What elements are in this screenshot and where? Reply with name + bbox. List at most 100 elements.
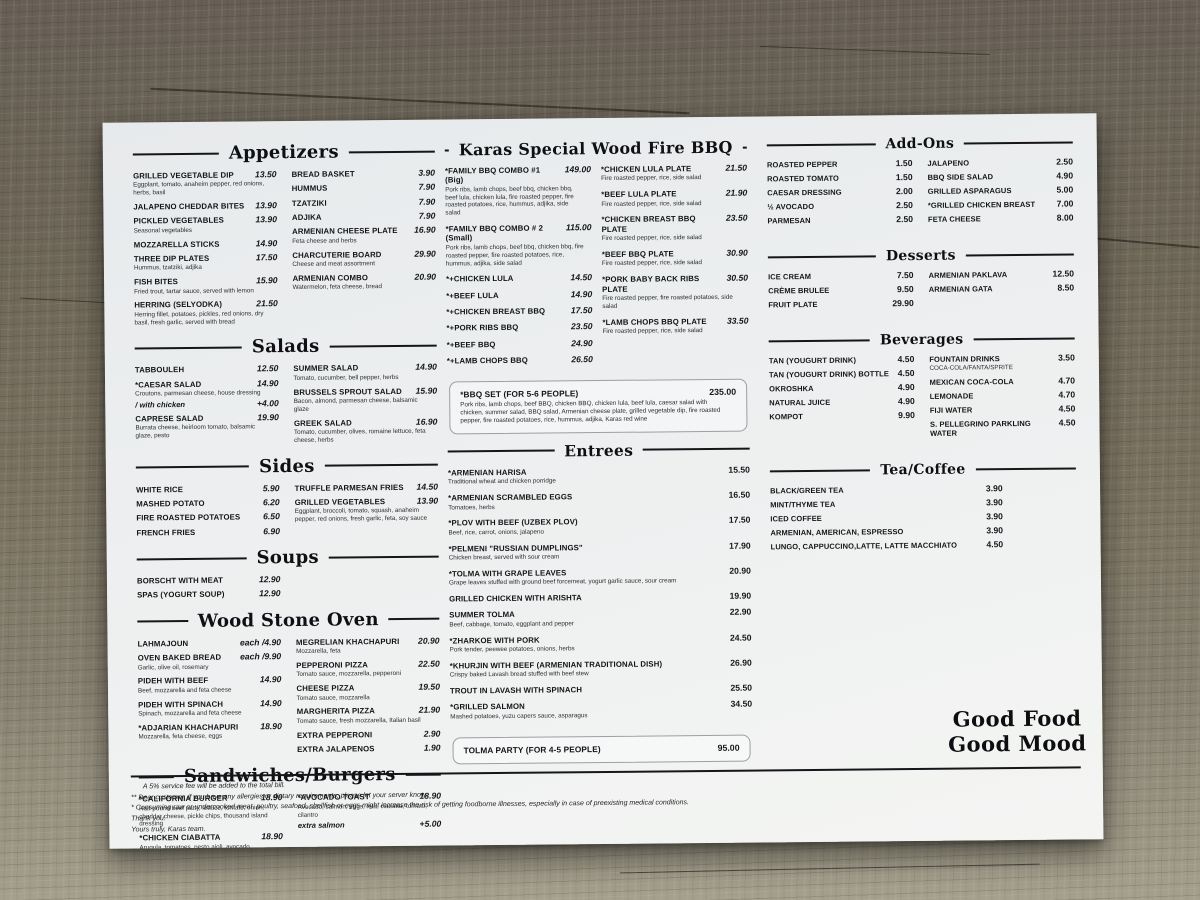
section-desserts: Desserts ICE CREAM 7.50 CRÈME BRULEE 9.50 FRU… bbox=[767, 246, 1075, 313]
item-price: each /9.90 bbox=[240, 651, 282, 662]
menu-item-row: ARMENIAN, AMERICAN, ESPRESSO 3.90 bbox=[770, 525, 1003, 537]
header-rule bbox=[447, 449, 555, 453]
menu-item-row: *BEEF LULA PLATE 21.90 bbox=[601, 188, 747, 200]
section-header: Salads bbox=[134, 335, 437, 359]
section-title: Add-Ons bbox=[885, 135, 955, 153]
section-title: Beverages bbox=[879, 331, 964, 349]
item-price: 21.50 bbox=[256, 298, 278, 309]
footer-notes: A 5% service fee will be added to the to… bbox=[130, 766, 1082, 837]
item-price: 2.90 bbox=[423, 728, 441, 739]
item-name: TAN (YOUGURT DRINK) bbox=[768, 355, 857, 366]
section-column: TRUFFLE PARMESAN FRIES 14.50 GRILLED VEGET… bbox=[295, 481, 439, 528]
menu-item: KOMPOT 9.90 bbox=[769, 410, 915, 421]
menu-item: *KHURJIN WITH BEEF (ARMENIAN TRADITIONAL… bbox=[450, 657, 752, 679]
menu-item-row: BRUSSELS SPROUT SALAD 15.90 bbox=[294, 385, 438, 397]
item-description: Burrata cheese, heirloom tomato, balsami… bbox=[135, 423, 256, 440]
item-price: 115.00 bbox=[565, 222, 592, 233]
item-price: 9.90 bbox=[898, 410, 915, 421]
item-name: GRILLED CHICKEN WITH ARISHTA bbox=[449, 593, 582, 604]
menu-item: *GRILLED CHICKEN BREAST 7.00 bbox=[928, 198, 1074, 209]
bbq-set-box: *BBQ SET (FOR 5-6 PEOPLE) 235.00 Pork ribs… bbox=[449, 379, 748, 435]
item-price: 5.00 bbox=[1056, 184, 1074, 195]
header-rule bbox=[136, 557, 247, 561]
item-name: GRILLED VEGETABLE DIP bbox=[133, 170, 234, 181]
menu-item: *+CHICKEN BREAST BBQ 17.50 bbox=[446, 305, 592, 317]
item-name: EXTRA PEPPERONI bbox=[296, 729, 373, 740]
menu-item-row: FISH BITES 15.90 bbox=[134, 275, 278, 287]
menu-item-row: BBQ SIDE SALAD 4.90 bbox=[928, 170, 1074, 181]
item-price: 17.50 bbox=[255, 252, 278, 263]
item-name: *ARMENIAN HARISA bbox=[447, 467, 527, 478]
item-name: SUMMER SALAD bbox=[293, 363, 359, 374]
menu-item: LEMONADE 4.70 bbox=[930, 389, 1076, 400]
menu-item: S. PELLEGRINO PARKLING WATER 4.50 bbox=[930, 417, 1076, 437]
menu-item: PARMESAN 2.50 bbox=[767, 214, 913, 225]
item-price: 17.50 bbox=[728, 514, 751, 526]
item-price: 34.50 bbox=[730, 698, 753, 710]
menu-item: *FAMILY BBQ COMBO #1 (Big) 149.00 Pork rib… bbox=[445, 164, 591, 218]
section-title: Tea/Coffee bbox=[880, 461, 966, 479]
menu-item: MINT/THYME TEA 3.90 bbox=[770, 497, 1003, 509]
header-rule bbox=[135, 465, 250, 469]
item-name: MEGRELIAN KHACHAPURI bbox=[295, 636, 400, 647]
menu-item: ARMENIAN GATA 8.50 bbox=[929, 282, 1075, 293]
item-name: FOUNTAIN DRINKS bbox=[929, 354, 1000, 364]
item-price: 3.90 bbox=[986, 525, 1004, 536]
wood-crack bbox=[760, 45, 990, 56]
menu-item-row: OVEN BAKED BREAD each /9.90 bbox=[138, 651, 282, 663]
menu-item: *TOLMA WITH GRAPE LEAVES 20.90 Grape leave… bbox=[449, 565, 751, 587]
menu-item-row: *FAMILY BBQ COMBO #1 (Big) 149.00 bbox=[445, 164, 591, 185]
menu-item: *ZHARKOE WITH PORK 24.50 Pork tender, peew… bbox=[449, 632, 751, 654]
item-price: 4.70 bbox=[1058, 389, 1076, 400]
item-price: 29.90 bbox=[414, 248, 436, 259]
menu-item-row: ROASTED TOMATO 1.50 bbox=[767, 172, 913, 183]
menu-paper: Appetizers GRILLED VEGETABLE DIP 13.50 Eggp… bbox=[102, 113, 1104, 849]
item-price: 3.90 bbox=[985, 497, 1003, 508]
menu-item-row: LAHMAJOUN each /4.90 bbox=[137, 637, 281, 649]
section-header: Wood Stone Oven bbox=[137, 608, 440, 632]
section-header: Sides bbox=[135, 454, 438, 478]
menu-item: PICKLED VEGETABLES 13.90 Seasonal vegetabl… bbox=[133, 215, 277, 236]
item-price: 3.90 bbox=[418, 167, 436, 178]
item-name: *FAMILY BBQ COMBO #1 (Big) bbox=[444, 165, 541, 185]
menu-item: GRILLED VEGETABLE DIP 13.50 Eggplant, toma… bbox=[133, 169, 277, 197]
item-name: MASHED POTATO bbox=[136, 498, 205, 509]
item-name: FRUIT PLATE bbox=[768, 299, 818, 310]
header-rule bbox=[766, 143, 876, 147]
menu-item-row: TZATZIKI 7.90 bbox=[292, 196, 436, 208]
item-price: 2.00 bbox=[895, 186, 913, 197]
menu-item-row: *+BEEF LULA 14.90 bbox=[446, 289, 592, 301]
item-name: FETA CHEESE bbox=[927, 214, 981, 224]
menu-item: *+LAMB CHOPS BBQ 26.50 bbox=[447, 354, 593, 366]
item-price: 14.90 bbox=[260, 697, 282, 708]
item-price: 149.00 bbox=[564, 164, 592, 175]
menu-item-row: ICED COFFEE 3.90 bbox=[770, 511, 1003, 523]
menu-item: ICED COFFEE 3.90 bbox=[770, 511, 1003, 523]
menu-item: GRILLED CHICKEN WITH ARISHTA 19.90 bbox=[449, 591, 751, 604]
section-column: TAN (YOUGURT DRINK) 4.50 TAN (YOUGURT DRIN… bbox=[769, 354, 915, 425]
item-name: MINT/THYME TEA bbox=[770, 499, 836, 510]
header-rule bbox=[742, 146, 747, 149]
menu-item: JALAPENO CHEDDAR BITES 13.90 bbox=[133, 200, 277, 212]
item-name: *CHICKEN BREAST BBQ PLATE bbox=[601, 214, 696, 234]
box-item-name: *BBQ SET (FOR 5-6 PEOPLE) bbox=[460, 388, 579, 400]
item-description: COCA-COLA/FANTA/SPRITE bbox=[929, 364, 1013, 372]
item-name: LEMONADE bbox=[929, 391, 974, 401]
item-price: 7.90 bbox=[418, 196, 436, 207]
item-description: Tomato, cucumber, olives, romaine lettuc… bbox=[293, 427, 426, 444]
menu-item-row: CHARCUTERIE BOARD 29.90 bbox=[292, 248, 436, 260]
item-name: BBQ SIDE SALAD bbox=[927, 172, 994, 182]
menu-item: PIDEH WITH BEEF 14.90 Beef, mozzarella and… bbox=[138, 674, 282, 695]
menu-item-row: TROUT IN LAVASH WITH SPINACH 25.50 bbox=[450, 683, 752, 696]
menu-item-row: GRILLED ASPARAGUS 5.00 bbox=[928, 184, 1074, 195]
section-tea-coffee: Tea/Coffee BLACK/GREEN TEA 3.90 MINT/THYME … bbox=[769, 460, 1077, 551]
menu-item: ARMENIAN, AMERICAN, ESPRESSO 3.90 bbox=[770, 525, 1003, 537]
item-price: 8.50 bbox=[1057, 282, 1075, 293]
item-price: 4.50 bbox=[1058, 417, 1076, 428]
menu-item-row: WHITE RICE 5.90 bbox=[136, 483, 280, 495]
section-column: LAHMAJOUN each /4.90 OVEN BAKED BREAD each … bbox=[137, 637, 282, 746]
item-price: 18.90 bbox=[260, 720, 282, 732]
item-name: *+LAMB CHOPS BBQ bbox=[446, 355, 528, 366]
slogan-line-2: Good Mood bbox=[948, 730, 1087, 757]
section-columns: ROASTED PEPPER 1.50 ROASTED TOMATO 1.50 CAES… bbox=[767, 156, 1074, 229]
